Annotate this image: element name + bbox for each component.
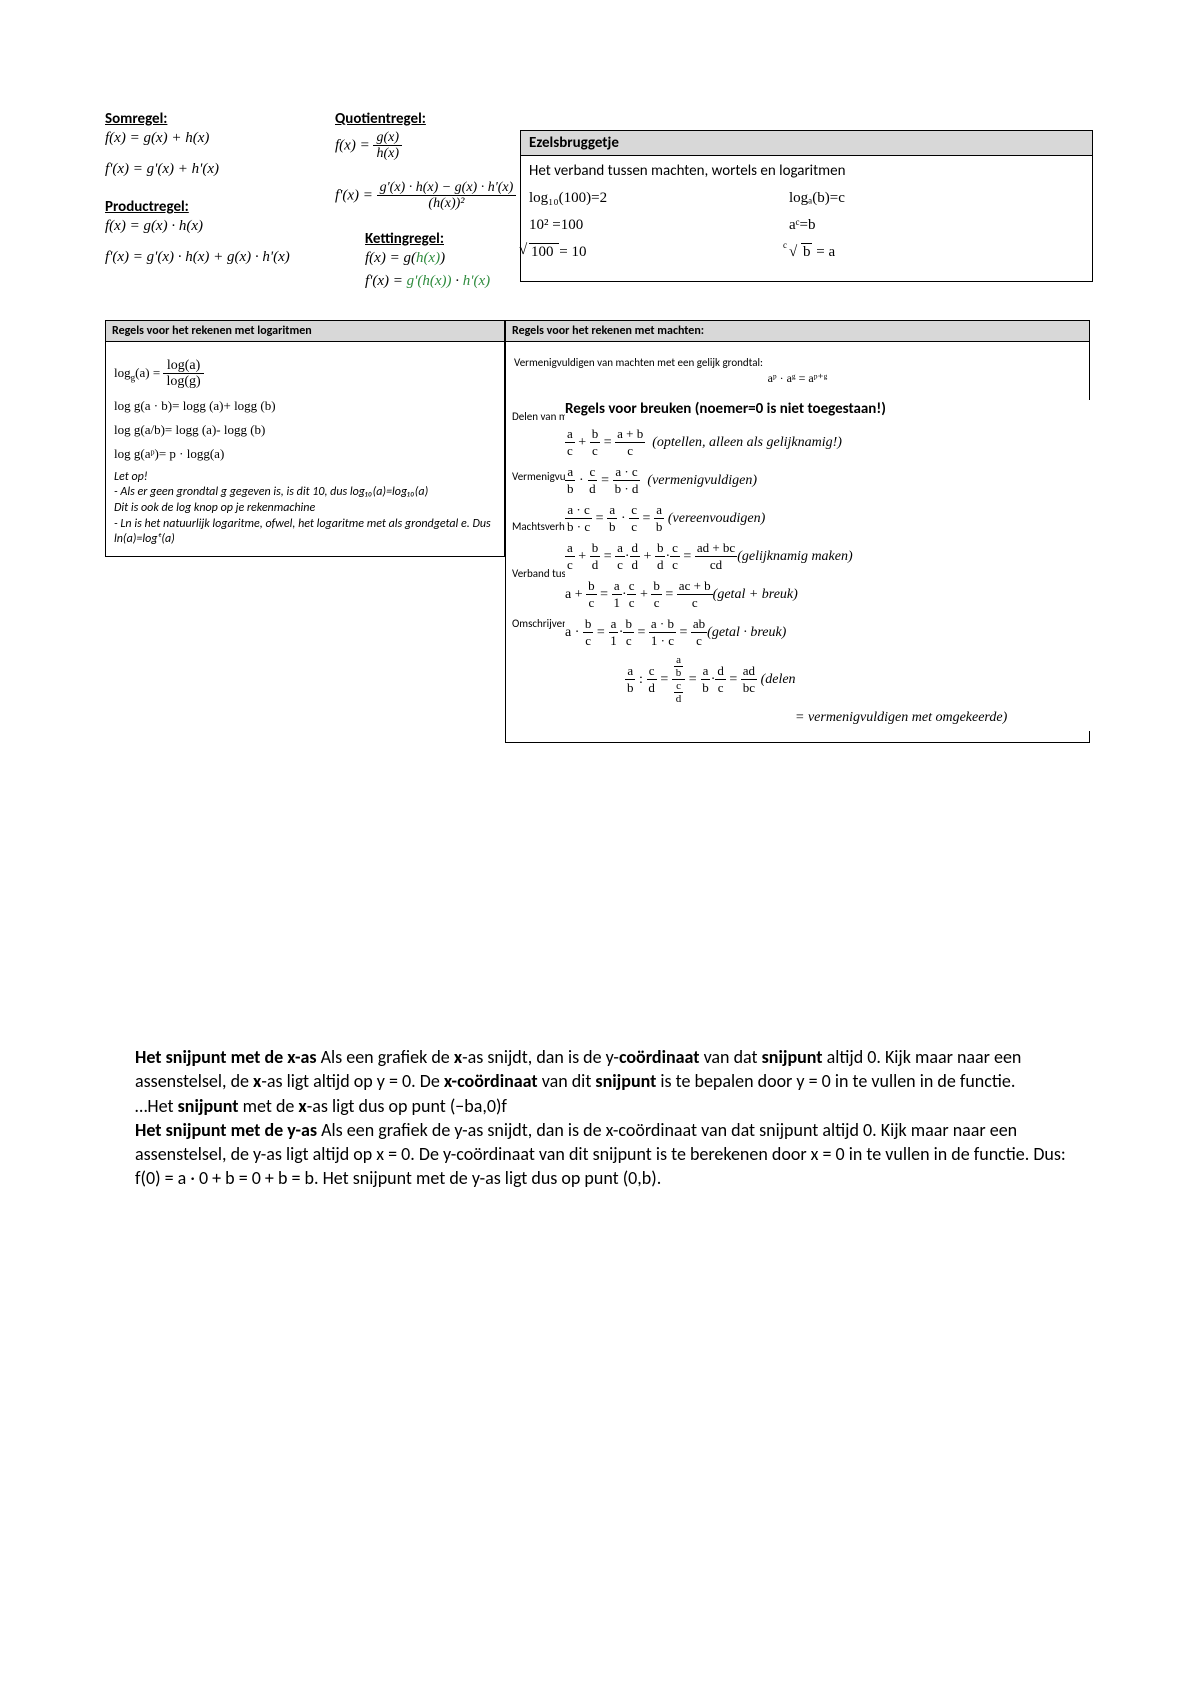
eq-som-fp: f'(x) = g'(x) + h'(x): [105, 161, 315, 178]
breuk-r3: a · cb · c = ab · cc = ab (vereenvoudige…: [565, 502, 1100, 535]
lbl-macht: Machtsverhe: [512, 520, 570, 533]
log-title: Regels voor het rekenen met logaritmen: [106, 321, 504, 342]
breuk-r7b: = vermenigvuldigen met omgekeerde): [565, 710, 1100, 726]
lbl-delen: Delen van m: [512, 410, 568, 423]
log-note-h: Let op!: [114, 470, 496, 486]
eq-prod-f: f(x) = g(x) · h(x): [105, 218, 315, 235]
breuk-r5: a + bc = a1 · cc + bc = ac + bc (getal +…: [565, 578, 1100, 611]
ez-r1: logₐ(b)=c: [789, 190, 1084, 207]
ez-r2: aᶜ=b: [789, 217, 1084, 234]
heading-productregel: Productregel:: [105, 198, 315, 216]
log-l1: logg(a) = log(a)log(g): [114, 358, 496, 390]
eq-quot-f: f(x) = g(x)h(x): [335, 130, 525, 162]
pow-title: Regels voor het rekenen met machten:: [506, 321, 1089, 342]
breuk-r1: ac + bc = a + bc (optellen, alleen als g…: [565, 426, 1100, 459]
breuken-box: Regels voor breuken (noemer=0 is niet to…: [565, 400, 1100, 731]
heading-quotientregel: Quotientregel:: [335, 110, 525, 128]
log-l2: log g(a · b)= logg (a)+ logg (b): [114, 398, 496, 414]
eq-prod-fp: f'(x) = g'(x) · h(x) + g(x) · h'(x): [105, 249, 315, 266]
breuk-r7: ab : cd = ab cd = ab · dc = adbc (delen: [565, 654, 1100, 705]
breuk-r4: ac + bd = ac · dd + bd · cc = ad + bccd …: [565, 540, 1100, 573]
breuken-title: Regels voor breuken (noemer=0 is niet to…: [565, 400, 1100, 418]
snijpunt-text: Het snijpunt met de x-as Als een grafiek…: [135, 1045, 1085, 1191]
quotient-section: Quotientregel: f(x) = g(x)h(x) f'(x) = g…: [335, 110, 525, 292]
eq-ket-fp: f'(x) = g'(h(x)) · h'(x): [365, 273, 525, 290]
lbl-verband: Verband tuss: [512, 567, 570, 580]
log-note1: - Als er geen grondtal g gegeven is, is …: [114, 485, 496, 501]
ez-l1: log₁₀(100)=2: [529, 190, 789, 207]
ez-r3: c √ b = a: [789, 244, 1084, 261]
breuk-r2: ab · cd = a · cb · d (vermenigvuldigen): [565, 464, 1100, 497]
log-l3: log g(a/b)= logg (a)- logg (b): [114, 422, 496, 438]
heading-kettingregel: Kettingregel:: [365, 230, 525, 248]
pow-r1: aᵖ · aᵍ = aᵖ⁺ᵍ: [514, 371, 1081, 386]
eq-som-f: f(x) = g(x) + h(x): [105, 130, 315, 147]
ezels-subtitle: Het verband tussen machten, wortels en l…: [529, 162, 1084, 180]
somregel-section: Somregel: f(x) = g(x) + h(x) f'(x) = g'(…: [105, 110, 315, 292]
heading-somregel: Somregel:: [105, 110, 315, 128]
eq-ket-f: f(x) = g(h(x)): [365, 250, 525, 267]
log-note3: - Ln is het natuurlijk logaritme, ofwel,…: [114, 517, 496, 548]
log-note2: Dit is ook de log knop op je rekenmachin…: [114, 501, 496, 517]
pow-h1: Vermenigvuldigen van machten met een gel…: [514, 356, 1081, 369]
log-l4: log g(aᵖ)= p · logg(a): [114, 446, 496, 462]
ez-l3: √ 100 = 10: [529, 244, 789, 261]
log-rules-box: Regels voor het rekenen met logaritmen l…: [105, 320, 505, 557]
ezels-title: Ezelsbruggetje: [521, 131, 1092, 156]
eq-quot-fp: f'(x) = g'(x) · h(x) − g(x) · h'(x)(h(x)…: [335, 180, 525, 212]
ez-l2: 10² =100: [529, 217, 789, 234]
lbl-omsch: Omschrijven: [512, 617, 568, 630]
breuk-r6: a · bc = a1 · bc = a · b1 · c = abc (get…: [565, 616, 1100, 649]
ezelsbruggetje-box: Ezelsbruggetje Het verband tussen machte…: [520, 130, 1093, 282]
